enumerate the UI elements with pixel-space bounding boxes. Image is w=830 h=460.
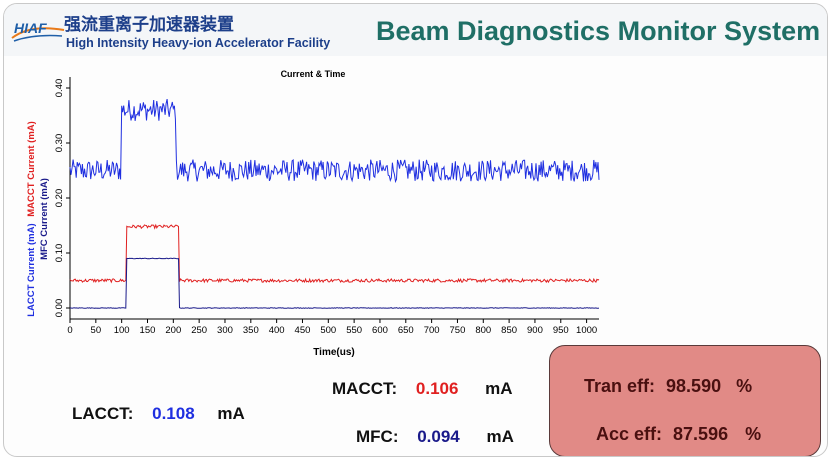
x-tick-label: 650 [398,325,414,336]
x-tick-label: 50 [91,325,102,336]
x-tick-label: 800 [475,325,491,336]
logo-swoosh-icon [11,27,65,42]
facility-title-cn: 强流重离子加速器装置 [64,15,234,35]
series-line-mfc [69,257,600,309]
y-axis-label-mfc: MFC Current (mA) [39,178,50,260]
efficiency-panel: Tran eff: 98.590 % Acc eff: 87.596 % [549,345,821,456]
x-tick-label: 600 [372,325,388,336]
lacct-unit: mA [217,404,245,423]
acc-eff-value: 87.596 [673,424,729,444]
y-tick-label: 0.20 [54,189,65,208]
macct-value: 0.106 [415,379,459,398]
y-axis-label-lacct: LACCT Current (mA) [26,223,37,316]
macct-label: MACCT: [332,379,398,398]
facility-title-en: High Intensity Heavy-ion Accelerator Fac… [66,36,331,50]
y-tick-label: 0.40 [54,79,65,98]
x-tick-label: 550 [346,325,362,336]
x-tick-label: 150 [140,325,156,336]
x-tick-label: 450 [295,325,311,336]
series-line-lacct [69,98,600,184]
x-tick-label: 400 [269,325,285,336]
macct-unit: mA [485,379,513,398]
y-tick-label: 0.30 [54,134,65,153]
x-tick-label: 900 [527,325,543,336]
x-tick-label: 850 [501,325,517,336]
x-tick-label: 350 [243,325,259,336]
acc-eff-unit: % [745,424,762,444]
lacct-value: 0.108 [152,404,195,423]
y-axis-label-macct: MACCT Current (mA) [26,121,37,217]
header-bar: HIAF 强流重离子加速器装置 High Intensity Heavy-ion… [4,4,827,56]
logo-text: HIAF [14,20,47,36]
chart-title: Current & Time [281,69,346,79]
y-tick-label: 0.00 [54,299,65,318]
tran-eff-label: Tran eff: [584,376,656,396]
series-line-macct [69,223,600,284]
x-tick-label: 200 [165,325,181,336]
x-tick-label: 100 [114,325,130,336]
x-axis-label: Time(us) [313,347,355,358]
x-tick-label: 500 [320,325,336,336]
x-tick-label: 0 [67,325,72,336]
current-time-chart: Current & Time Time(us) LACCT Current (m… [26,69,600,358]
mfc-label: MFC: [356,427,399,446]
system-title: Beam Diagnostics Monitor System [376,16,821,46]
macct-readout: MACCT: 0.106 mA [332,379,513,399]
mfc-unit: mA [486,427,514,446]
x-tick-label: 950 [553,325,569,336]
tran-eff-value: 98.590 [666,376,722,396]
lacct-readout: LACCT: 0.108 mA [72,404,245,424]
x-tick-label: 700 [424,325,440,336]
x-tick-label: 250 [191,325,207,336]
transmission-efficiency: Tran eff: 98.590 % [584,376,752,397]
hiaf-logo: HIAF [10,16,65,42]
x-tick-label: 300 [217,325,233,336]
x-tick-label: 1000 [576,325,597,336]
lacct-label: LACCT: [72,404,134,423]
tran-eff-unit: % [736,376,753,396]
acceleration-efficiency: Acc eff: 87.596 % [596,424,761,445]
svg-text:LACCT Current (mA) MAC: LACCT Current (mA) MACCT Current (mA) [26,121,37,317]
mfc-readout: MFC: 0.094 mA [356,427,514,447]
mfc-value: 0.094 [417,427,460,446]
y-tick-label: 0.10 [54,244,65,263]
x-tick-label: 750 [450,325,466,336]
acc-eff-label: Acc eff: [596,424,663,444]
monitor-window: HIAF 强流重离子加速器装置 High Intensity Heavy-ion… [3,3,828,457]
